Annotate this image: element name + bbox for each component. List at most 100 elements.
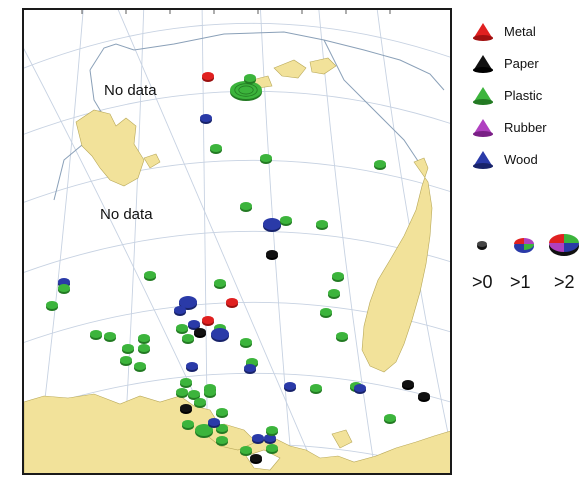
marker-top [216, 436, 228, 444]
kolguev-island [331, 429, 353, 449]
legend-item-wood: Wood [472, 146, 538, 172]
marker-ring [234, 83, 258, 97]
marker-ring [238, 85, 254, 95]
legend-label: Wood [504, 151, 538, 167]
wood-marker [264, 434, 276, 444]
plastic-marker [138, 334, 150, 344]
size-legend-symbols [477, 234, 579, 256]
marker-top [204, 388, 216, 396]
plastic-marker [216, 436, 228, 446]
marker-top [250, 454, 262, 462]
marker-top [354, 384, 366, 392]
wood-marker [186, 362, 198, 372]
plastic-marker [244, 74, 256, 84]
kong-karls-land [143, 153, 161, 169]
marker-top [180, 378, 192, 386]
marker-top [182, 420, 194, 428]
plastic-marker [180, 378, 192, 388]
marker-top [226, 298, 238, 306]
marker-top [336, 332, 348, 340]
marker-top [210, 144, 222, 152]
paper-marker [402, 380, 414, 390]
legend-label: Metal [504, 23, 536, 39]
marker-top [176, 324, 188, 332]
marker-top [134, 362, 146, 370]
marker-top [240, 338, 252, 346]
svalbard-land [75, 109, 145, 187]
marker-top [252, 434, 264, 442]
wood-marker [244, 364, 256, 374]
marker-top [90, 330, 102, 338]
blue-cone-icon [473, 151, 493, 169]
wood-marker [208, 418, 220, 428]
wood-marker [174, 306, 186, 316]
marker-top [200, 114, 212, 122]
marker-top [208, 418, 220, 426]
green-cone-icon [473, 87, 493, 105]
legend-item-paper: Paper [472, 50, 539, 76]
franz-josef-land [251, 57, 337, 89]
marker-top [58, 284, 70, 292]
size-symbol-medium [514, 238, 534, 253]
plastic-marker [266, 444, 278, 454]
size-symbol-large [549, 234, 579, 256]
wood-marker [252, 434, 264, 444]
wood-marker [211, 328, 229, 342]
no-data-label-svalbard: No data [100, 206, 153, 223]
marker-top [182, 334, 194, 342]
plastic-marker [260, 154, 272, 164]
plastic-marker [195, 424, 213, 438]
marker-top [320, 308, 332, 316]
marker-top [120, 356, 132, 364]
marker-top [216, 408, 228, 416]
marker-top [122, 344, 134, 352]
marker-top [58, 278, 70, 286]
marker-top [188, 390, 200, 398]
plastic-marker [310, 384, 322, 394]
marker-top [244, 364, 256, 372]
magenta-cone-icon [473, 119, 493, 137]
marker-top [176, 388, 188, 396]
marker-top [240, 446, 252, 454]
marker-top [284, 382, 296, 390]
plastic-marker [320, 308, 332, 318]
paper-marker [266, 250, 278, 260]
legend-item-metal: Metal [472, 18, 536, 44]
plastic-marker [216, 408, 228, 418]
plastic-marker [182, 420, 194, 430]
legend-label: Paper [504, 55, 539, 71]
plastic-marker [374, 160, 386, 170]
legend-item-plastic: Plastic [472, 82, 542, 108]
litter-markers [46, 72, 430, 464]
plastic-marker [240, 202, 252, 212]
plastic-marker [214, 279, 226, 289]
marker-top [194, 328, 206, 336]
marker-top [202, 316, 214, 324]
red-cone-icon [473, 23, 493, 41]
plastic-marker [332, 272, 344, 282]
marker-top [280, 216, 292, 224]
marker-top [214, 279, 226, 287]
plastic-marker [328, 289, 340, 299]
marker-top [240, 202, 252, 210]
plastic-marker [230, 81, 262, 101]
size-label-gt2: >2 [554, 272, 575, 292]
plastic-marker [122, 344, 134, 354]
plastic-marker [336, 332, 348, 342]
marker-top [195, 424, 213, 436]
marker-top [174, 306, 186, 314]
size-legend: >0 >1 >2 [470, 226, 582, 296]
no-data-label-north: No data [104, 82, 157, 99]
marker-top [246, 358, 258, 366]
plastic-marker [194, 398, 206, 408]
marker-top [180, 404, 192, 412]
legend-item-rubber: Rubber [472, 114, 547, 140]
top-ticks [81, 10, 391, 14]
size-label-gt1: >1 [510, 272, 531, 292]
plastic-marker [280, 216, 292, 226]
wood-marker [188, 320, 200, 330]
plastic-marker [182, 334, 194, 344]
marker-top [374, 160, 386, 168]
plastic-marker [240, 446, 252, 456]
plastic-marker [46, 301, 58, 311]
